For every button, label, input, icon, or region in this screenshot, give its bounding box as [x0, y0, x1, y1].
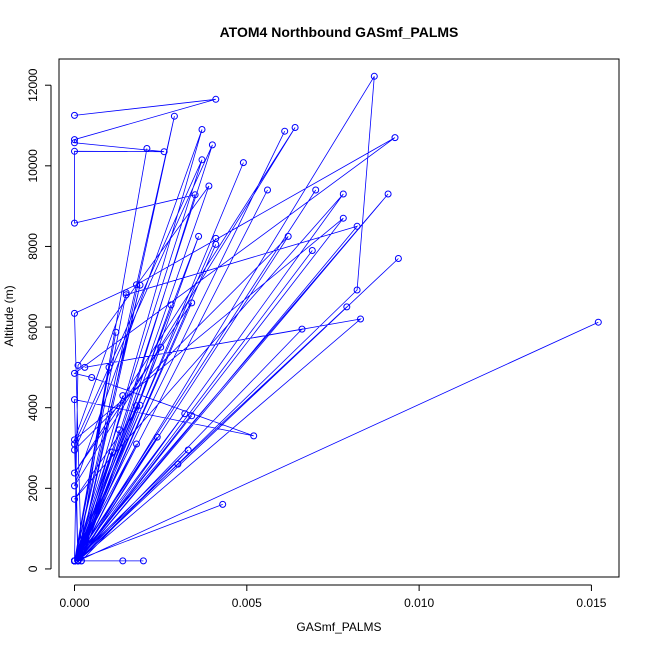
data-point — [133, 281, 140, 289]
data-point — [339, 214, 347, 222]
data-point — [136, 401, 144, 409]
data-point — [212, 234, 220, 242]
data-point — [108, 448, 116, 456]
data-point — [188, 299, 196, 307]
data-point — [71, 309, 78, 317]
data-point — [139, 557, 147, 565]
x-axis-label: GASmf_PALMS — [296, 620, 381, 634]
series-layer — [71, 72, 602, 565]
data-point — [105, 363, 113, 371]
y-tick-label: 6000 — [26, 313, 40, 340]
y-tick-label: 4000 — [26, 394, 40, 421]
data-point — [170, 112, 178, 120]
data-point — [384, 190, 392, 198]
data-point — [122, 289, 130, 297]
data-point — [308, 247, 316, 254]
data-point — [71, 436, 78, 444]
data-point — [71, 136, 78, 144]
data-point — [212, 95, 220, 103]
data-point — [181, 410, 189, 418]
data-point — [250, 432, 258, 440]
x-axis: 0.000 0.005 0.010 0.015 — [59, 584, 607, 610]
data-point — [198, 126, 206, 133]
y-tick-label: 8000 — [26, 233, 40, 260]
x-tick-label: 0.015 — [576, 596, 606, 610]
data-point — [71, 469, 78, 477]
y-tick-label: 12000 — [26, 68, 40, 102]
data-point — [71, 139, 78, 147]
data-point — [291, 124, 299, 131]
data-point — [74, 361, 82, 369]
data-point — [343, 303, 351, 311]
data-point — [71, 446, 78, 454]
data-point — [153, 433, 161, 441]
data-point — [339, 190, 347, 198]
data-point — [264, 186, 271, 194]
data-point — [205, 182, 213, 190]
data-point — [174, 460, 182, 468]
x-tick-label: 0.005 — [232, 596, 262, 610]
data-point — [71, 147, 78, 155]
data-point — [298, 325, 306, 333]
data-point — [394, 255, 402, 262]
x-tick-label: 0.000 — [59, 596, 89, 610]
data-point — [188, 412, 196, 420]
data-point — [71, 219, 78, 227]
data-point — [136, 281, 144, 289]
data-point — [391, 134, 399, 142]
y-tick-label: 10000 — [26, 149, 40, 183]
data-point — [71, 369, 78, 377]
data-point — [133, 440, 140, 448]
chart-title: ATOM4 Northbound GASmf_PALMS — [220, 24, 459, 40]
data-point — [112, 328, 120, 336]
data-point — [157, 343, 165, 351]
data-point — [119, 557, 127, 565]
plot-frame — [58, 58, 620, 578]
data-point — [198, 156, 206, 164]
x-tick-label: 0.010 — [404, 596, 434, 610]
y-tick-label: 0 — [26, 565, 40, 572]
data-point — [219, 500, 227, 508]
y-tick-label: 2000 — [26, 475, 40, 502]
data-point — [71, 557, 78, 565]
data-point — [74, 557, 82, 565]
data-point — [239, 159, 247, 167]
y-axis: 0 2000 4000 6000 8000 10000 12000 — [26, 68, 52, 572]
data-point — [71, 111, 78, 119]
data-point — [122, 291, 130, 299]
data-point — [167, 301, 175, 309]
data-point — [353, 222, 361, 230]
data-point — [71, 495, 78, 503]
data-point — [133, 402, 140, 410]
data-point — [88, 374, 96, 381]
data-point — [594, 318, 602, 326]
data-point — [370, 72, 378, 80]
data-point — [284, 232, 292, 240]
data-point — [119, 392, 127, 400]
data-point — [191, 191, 199, 199]
data-point — [357, 315, 364, 323]
data-point — [353, 286, 361, 294]
data-point — [71, 396, 78, 404]
data-point — [81, 363, 89, 371]
data-point — [115, 426, 123, 434]
data-point — [77, 557, 85, 565]
data-point — [312, 186, 320, 194]
data-point — [208, 141, 216, 149]
data-point — [184, 446, 192, 454]
data-point — [195, 232, 203, 240]
series-line — [73, 76, 599, 563]
data-point — [143, 145, 151, 152]
data-point — [281, 127, 289, 135]
data-point — [160, 148, 168, 156]
y-axis-label: Altitude (m) — [2, 285, 16, 346]
data-point — [71, 482, 78, 490]
